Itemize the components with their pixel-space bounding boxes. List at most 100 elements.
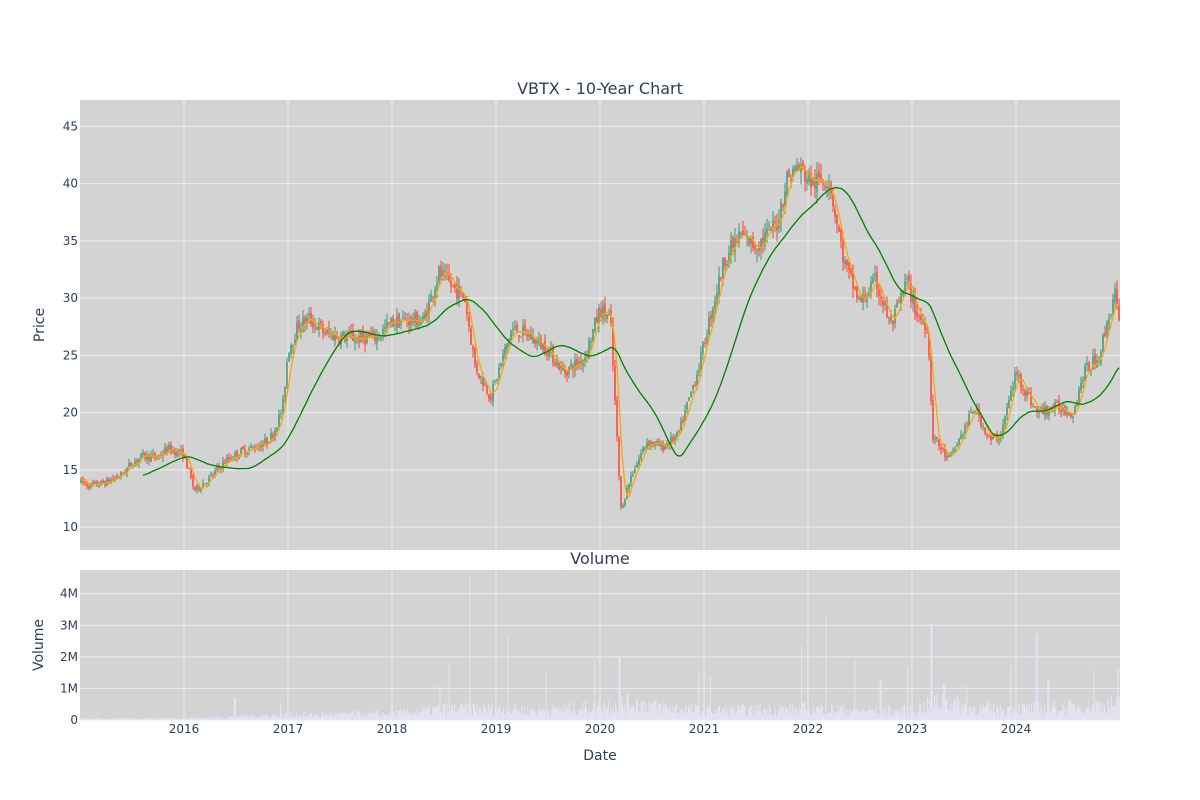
volume-bar: [944, 683, 946, 720]
volume-bar: [894, 709, 896, 720]
volume-bar: [112, 718, 114, 720]
candle-body: [222, 461, 224, 469]
volume-bar: [566, 707, 568, 720]
volume-bar: [552, 704, 554, 720]
volume-bar: [204, 717, 206, 720]
volume-bar: [378, 715, 380, 720]
long-moving-average-line: [142, 187, 1120, 476]
candle-body: [442, 270, 444, 277]
volume-bar: [303, 713, 305, 720]
candle-body: [236, 451, 238, 458]
candle-body: [744, 233, 746, 236]
volume-bar: [918, 703, 920, 720]
volume-bar: [1076, 712, 1078, 720]
volume-bar: [157, 718, 159, 720]
volume-bar: [478, 707, 480, 720]
volume-bar: [638, 710, 640, 720]
volume-bar: [705, 716, 707, 720]
volume-bar: [942, 694, 944, 720]
volume-bar: [366, 717, 368, 720]
candle-body: [500, 362, 502, 367]
volume-bar: [684, 708, 686, 720]
volume-bar: [468, 702, 470, 720]
volume-bar: [1077, 707, 1079, 720]
volume-bar: [306, 716, 308, 720]
volume-bar: [483, 703, 485, 720]
volume-bar: [298, 715, 300, 720]
volume-bar: [1083, 712, 1085, 720]
volume-bar: [964, 702, 966, 720]
candle-body: [624, 498, 626, 506]
volume-bar: [96, 718, 98, 720]
candle-body: [534, 339, 536, 345]
volume-bar: [282, 716, 284, 720]
volume-bar: [981, 709, 983, 720]
candle-body: [128, 462, 130, 467]
volume-bar: [641, 701, 643, 720]
volume-bar: [776, 715, 778, 720]
candle-body: [964, 424, 966, 435]
volume-bar: [876, 705, 878, 720]
volume-bar: [1055, 707, 1057, 720]
volume-bar: [1033, 702, 1035, 720]
volume-bar: [749, 705, 751, 720]
volume-bar: [246, 716, 248, 720]
volume-bar: [1018, 704, 1020, 720]
volume-bar: [308, 714, 310, 720]
volume-bar: [215, 718, 217, 720]
volume-bar: [491, 703, 493, 720]
volume-bar: [357, 711, 359, 720]
volume-bar: [804, 702, 806, 720]
volume-bar: [316, 714, 318, 720]
candle-body: [882, 300, 884, 306]
volume-bar: [957, 695, 959, 720]
volume-bar: [973, 706, 975, 720]
volume-bar: [168, 718, 171, 720]
volume-bar: [253, 715, 255, 720]
candle-body: [854, 286, 856, 289]
volume-bar: [393, 712, 395, 720]
volume-bar: [701, 711, 703, 720]
candle-body: [720, 277, 722, 279]
volume-bar: [1117, 667, 1119, 720]
candle-body: [130, 462, 132, 466]
candle-body: [740, 233, 742, 235]
volume-bar: [127, 717, 129, 720]
volume-y-tick: 0: [70, 713, 78, 727]
candle-body: [612, 322, 614, 366]
volume-bar: [948, 711, 951, 720]
candle-body: [756, 251, 758, 253]
candle-body: [724, 257, 726, 266]
candle-body: [1022, 389, 1024, 391]
candle-body: [932, 399, 934, 440]
volume-bar: [138, 718, 140, 720]
volume-bar: [181, 719, 183, 720]
volume-bar: [248, 716, 250, 720]
price-y-tick: 30: [63, 291, 78, 305]
candle-body: [1108, 318, 1110, 325]
volume-bar: [1110, 696, 1112, 720]
candle-body: [894, 309, 896, 324]
volume-bar: [945, 698, 947, 720]
volume-bar: [1101, 701, 1103, 720]
volume-bar: [186, 717, 188, 720]
volume-bar: [821, 706, 823, 720]
candle-body: [332, 332, 334, 340]
candle-body: [708, 317, 710, 336]
candle-body: [206, 483, 208, 485]
candle-body: [570, 364, 572, 368]
volume-bar: [955, 705, 957, 720]
volume-bar: [1091, 711, 1093, 720]
candle-body: [736, 240, 738, 242]
candle-body: [166, 447, 168, 453]
candle-body: [284, 386, 286, 399]
volume-bar: [554, 708, 556, 720]
candle-body: [890, 316, 892, 322]
volume-bar: [173, 718, 175, 720]
candle-body: [1006, 407, 1008, 416]
candle-body: [642, 448, 644, 452]
candle-body: [224, 462, 226, 464]
candle-body: [1086, 362, 1088, 366]
volume-bar: [1108, 706, 1110, 720]
volume-bar: [1050, 710, 1052, 720]
